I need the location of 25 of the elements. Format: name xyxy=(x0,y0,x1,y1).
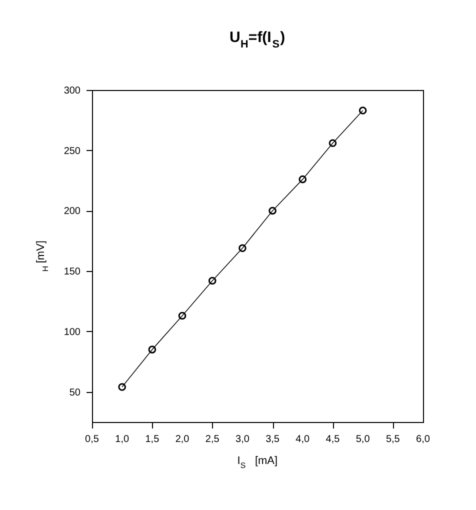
x-tick-label: 2,5 xyxy=(205,434,220,445)
point xyxy=(328,139,337,148)
y-tick-label: 150 xyxy=(64,266,81,278)
x-tick-label: 3,5 xyxy=(266,434,280,445)
x-tick-label: 3,0 xyxy=(236,434,250,445)
point xyxy=(298,175,307,184)
y-tick-label: 50 xyxy=(69,387,81,398)
x-tick-label: 4,5 xyxy=(326,434,340,445)
x-tick-label: 5,5 xyxy=(386,434,400,445)
y-tick-label: 300 xyxy=(64,86,81,96)
x-tick-label: 4,0 xyxy=(296,434,310,445)
point xyxy=(148,346,156,354)
point xyxy=(238,244,246,252)
point xyxy=(208,276,216,285)
y-tick-label: 100 xyxy=(64,326,81,338)
x-tick-label: 2,0 xyxy=(175,434,190,445)
x-tick-label: 0,5 xyxy=(85,434,100,445)
x-tick-label: 1,5 xyxy=(145,434,160,445)
x-tick-label: 1,0 xyxy=(115,434,130,445)
point xyxy=(178,312,186,320)
x-tick-label: 5,0 xyxy=(356,434,370,445)
point xyxy=(268,206,276,215)
y-tick-label: 250 xyxy=(64,146,81,157)
y-tick-label: 200 xyxy=(64,206,81,218)
x-tick-label: 6,0 xyxy=(416,434,430,445)
